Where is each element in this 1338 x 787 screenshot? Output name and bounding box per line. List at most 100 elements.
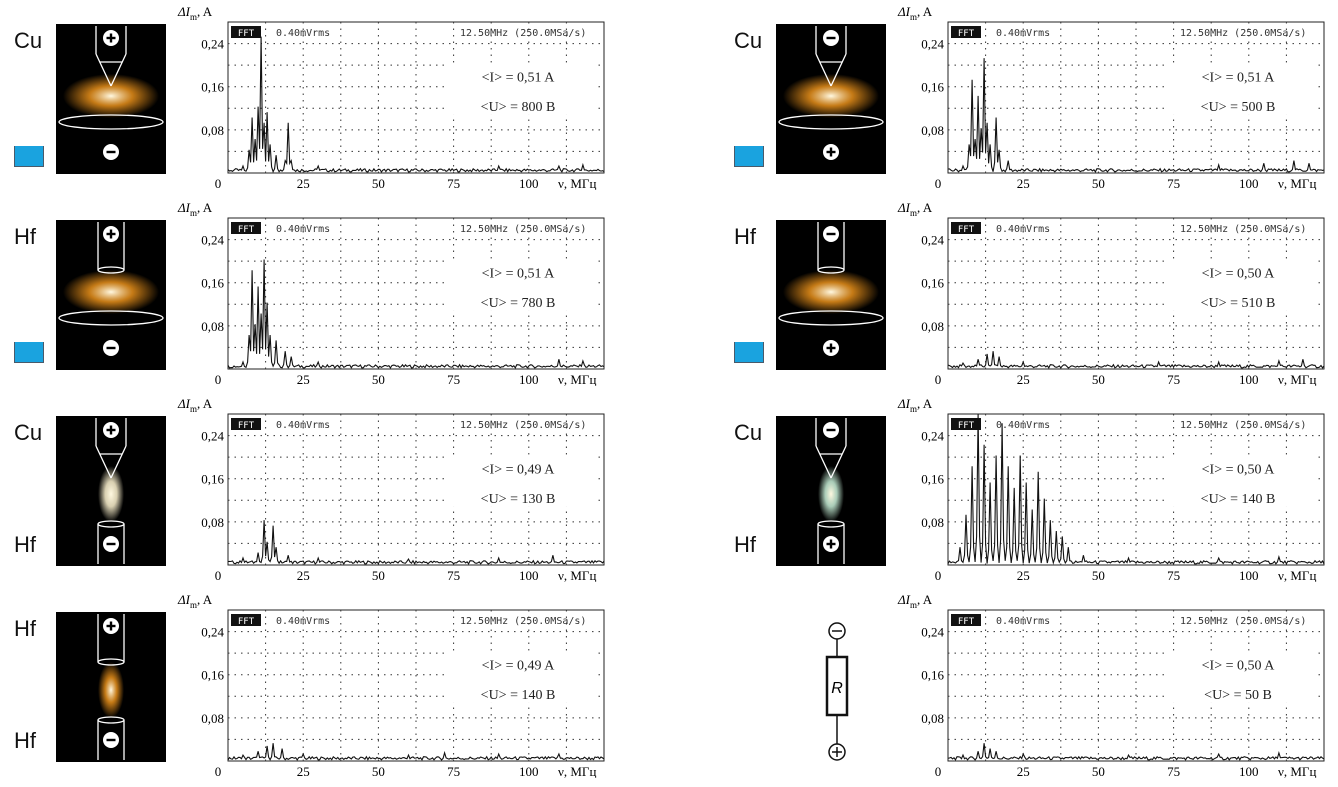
y-tick-label: 0,08 (921, 515, 944, 530)
y-axis-label: ΔIm, A (897, 396, 933, 414)
fft-mode-badge (951, 26, 981, 38)
mean-voltage-annotation: <U> = 130 B (481, 492, 556, 507)
x-tick-label: 100 (1239, 568, 1259, 582)
x-tick-label: 25 (297, 568, 310, 582)
discharge-photo (95, 418, 127, 564)
spectrum-trace (947, 351, 1325, 369)
y-tick-label: 0,08 (201, 319, 224, 334)
discharge-photo (58, 26, 164, 160)
y-tick-label: 0,08 (201, 123, 224, 138)
spectrum-trace (947, 413, 1325, 565)
y-tick-label: 0,24 (921, 429, 944, 444)
scale-readout: 0.40mVrms (276, 28, 330, 39)
mean-voltage-annotation: <U> = 50 B (1204, 688, 1272, 703)
x-tick-label: 50 (1092, 176, 1105, 190)
fft-mode-label: FFT (238, 421, 255, 431)
fft-spectrum-plot: FFT 0.40mVrms 12.50MHz (250.0MSa/s) 0,24 0,1… (177, 4, 605, 190)
fft-spectrum-plot: FFT 0.40mVrms 12.50MHz (250.0MSa/s) 0,24 0,1… (897, 592, 1325, 778)
x-tick-label: 25 (1017, 568, 1030, 582)
x-tick-label: 0 (935, 176, 942, 190)
y-axis-label: ΔIm, A (177, 396, 213, 414)
mean-current-annotation: <I> = 0,49 A (482, 658, 556, 673)
x-tick-label: 50 (372, 568, 385, 582)
fft-mode-badge (231, 418, 261, 430)
y-axis-label: ΔIm, A (897, 4, 933, 22)
y-tick-label: 0,24 (921, 625, 944, 640)
x-axis-label: ν, МГц (1278, 176, 1316, 190)
fft-mode-label: FFT (238, 617, 255, 627)
x-tick-label: 0 (215, 176, 222, 190)
x-tick-label: 25 (297, 764, 310, 778)
span-readout: 12.50MHz (250.0MSa/s) (1180, 420, 1306, 431)
panel-right-3: Cu Hf FFT 0.40mVrms 12.50MHz (250.0MSa/s) 0,2… (720, 392, 1338, 582)
x-tick-label: 100 (519, 176, 539, 190)
y-axis-label: ΔIm, A (177, 592, 213, 610)
x-tick-label: 25 (1017, 176, 1030, 190)
y-axis-label: ΔIm, A (177, 4, 213, 22)
panel-left-2: Hf FFT 0.40mVrms 12.50MHz (250.0MSa/s) 0,24 0… (0, 196, 660, 386)
mean-voltage-annotation: <U> = 140 B (1201, 492, 1276, 507)
x-tick-label: 100 (519, 764, 539, 778)
y-tick-label: 0,16 (201, 472, 224, 487)
y-tick-label: 0,08 (921, 123, 944, 138)
x-axis-label: ν, МГц (1278, 568, 1316, 582)
x-tick-label: 75 (447, 764, 460, 778)
y-tick-label: 0,08 (921, 711, 944, 726)
span-readout: 12.50MHz (250.0MSa/s) (1180, 224, 1306, 235)
fft-mode-label: FFT (238, 29, 255, 39)
spectrum-trace (227, 520, 605, 565)
electrode-material-bottom: Hf (14, 728, 36, 753)
spectrum-trace (227, 743, 605, 761)
mean-voltage-annotation: <U> = 510 B (1201, 296, 1276, 311)
water-beaker-icon (734, 146, 764, 167)
x-tick-label: 0 (935, 764, 942, 778)
x-tick-label: 75 (447, 568, 460, 582)
electrode-material-top: Cu (734, 28, 763, 53)
mean-current-annotation: <I> = 0,51 A (1202, 70, 1276, 85)
electrode-material-top: Hf (14, 224, 36, 249)
x-tick-label: 100 (1239, 176, 1259, 190)
x-tick-label: 50 (372, 764, 385, 778)
y-tick-label: 0,16 (921, 472, 944, 487)
y-axis-label: ΔIm, A (897, 200, 933, 218)
scale-readout: 0.40mVrms (996, 28, 1050, 39)
y-tick-label: 0,08 (201, 711, 224, 726)
y-tick-label: 0,16 (201, 668, 224, 683)
mean-voltage-annotation: <U> = 500 B (1201, 100, 1276, 115)
y-axis-label: ΔIm, A (177, 200, 213, 218)
panel-left-4: Hf Hf FFT 0.40mVrms 12.50MHz (250.0MSa/s) 0,2… (0, 588, 660, 778)
electrode-material-bottom: Hf (14, 532, 36, 557)
x-tick-label: 75 (1167, 568, 1180, 582)
panel-left-3: Cu Hf FFT 0.40mVrms 12.50MHz (250.0MSa/s) 0,2… (0, 392, 660, 582)
fft-mode-badge (231, 614, 261, 626)
electrode-material-top: Hf (14, 616, 36, 641)
fft-spectrum-plot: FFT 0.40mVrms 12.50MHz (250.0MSa/s) 0,24 0,1… (177, 592, 605, 778)
mean-current-annotation: <I> = 0,50 A (1202, 658, 1276, 673)
x-tick-label: 25 (297, 176, 310, 190)
fft-spectrum-plot: FFT 0.40mVrms 12.50MHz (250.0MSa/s) 0,24 0,1… (177, 200, 605, 386)
discharge-photo (97, 614, 125, 760)
fft-mode-badge (231, 26, 261, 38)
fft-mode-label: FFT (958, 617, 975, 627)
panel-right-1: Cu FFT 0.40mVrms 12.50MHz (250.0MSa/s) 0,24 0… (720, 0, 1338, 190)
x-tick-label: 75 (447, 372, 460, 386)
fft-mode-badge (231, 222, 261, 234)
discharge-photo (815, 418, 847, 564)
x-tick-label: 100 (1239, 764, 1259, 778)
x-tick-label: 0 (215, 764, 222, 778)
spectrum-trace (947, 743, 1325, 761)
y-tick-label: 0,16 (201, 276, 224, 291)
discharge-photo (778, 26, 884, 160)
x-tick-label: 50 (1092, 372, 1105, 386)
scale-readout: 0.40mVrms (996, 420, 1050, 431)
y-tick-label: 0,08 (921, 319, 944, 334)
span-readout: 12.50MHz (250.0MSa/s) (460, 616, 586, 627)
x-tick-label: 75 (447, 176, 460, 190)
x-tick-label: 100 (519, 372, 539, 386)
fft-spectrum-plot: FFT 0.40mVrms 12.50MHz (250.0MSa/s) 0,24 0,1… (177, 396, 605, 582)
x-tick-label: 75 (1167, 764, 1180, 778)
span-readout: 12.50MHz (250.0MSa/s) (460, 224, 586, 235)
spectrum-trace (947, 58, 1325, 173)
spectrum-trace (227, 36, 605, 174)
water-beaker-icon (734, 342, 764, 363)
